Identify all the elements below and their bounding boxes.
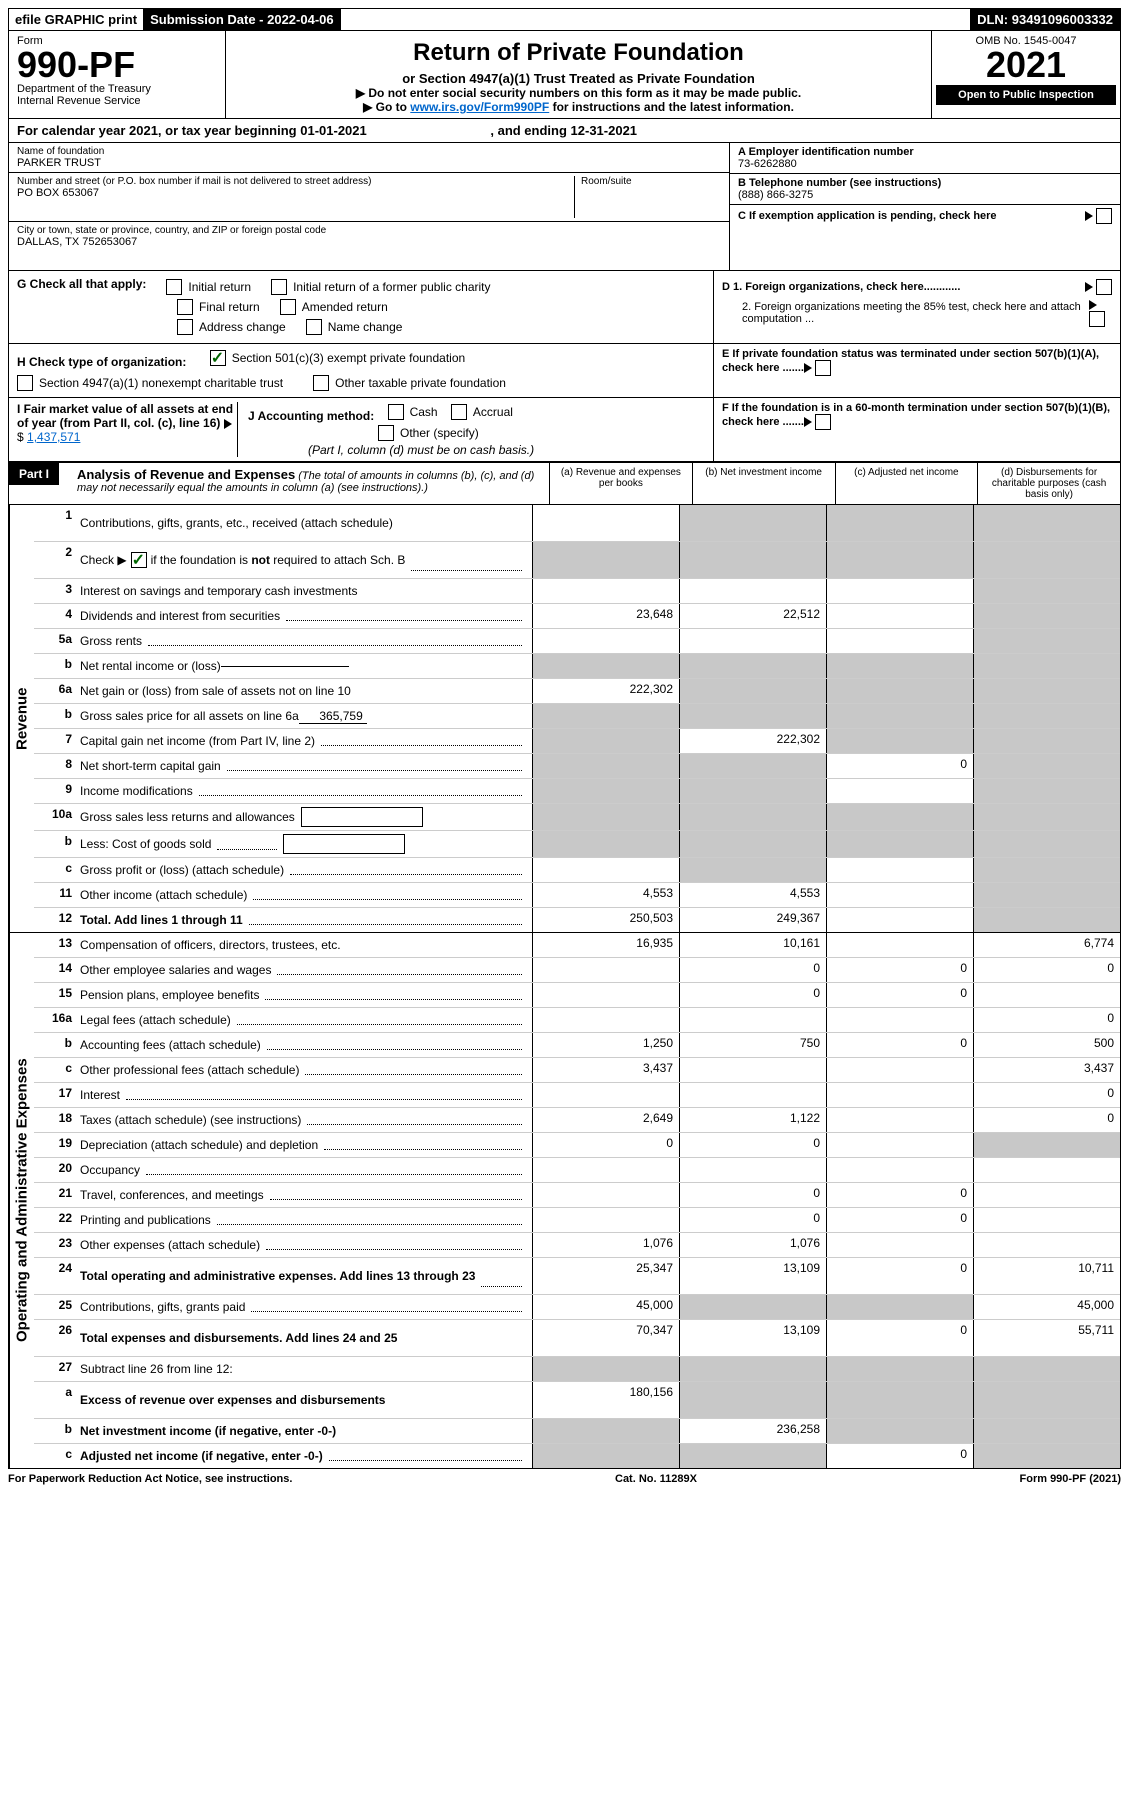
cb-sch-b[interactable] bbox=[131, 552, 147, 568]
footer-right: Form 990-PF (2021) bbox=[1020, 1473, 1122, 1485]
cb-initial-former[interactable] bbox=[271, 279, 287, 295]
cb-cash[interactable] bbox=[388, 404, 404, 420]
form-subtitle: or Section 4947(a)(1) Trust Treated as P… bbox=[230, 71, 927, 86]
form-title: Return of Private Foundation bbox=[230, 39, 927, 67]
foundation-name-cell: Name of foundation PARKER TRUST bbox=[9, 143, 729, 173]
calendar-year: For calendar year 2021, or tax year begi… bbox=[8, 119, 1121, 143]
checkbox-c[interactable] bbox=[1096, 208, 1112, 224]
room-label: Room/suite bbox=[581, 176, 721, 187]
footer-mid: Cat. No. 11289X bbox=[615, 1473, 697, 1485]
open-public: Open to Public Inspection bbox=[936, 85, 1116, 105]
cb-4947[interactable] bbox=[17, 375, 33, 391]
cb-d2[interactable] bbox=[1089, 311, 1105, 327]
cb-501c3[interactable] bbox=[210, 350, 226, 366]
expenses-side-label: Operating and Administrative Expenses bbox=[9, 933, 34, 1468]
cb-initial[interactable] bbox=[166, 279, 182, 295]
cb-name-change[interactable] bbox=[306, 319, 322, 335]
arrow-icon bbox=[1085, 211, 1093, 221]
g-label: G Check all that apply: bbox=[17, 277, 146, 297]
part1-header: Part I Analysis of Revenue and Expenses … bbox=[8, 462, 1121, 505]
irs: Internal Revenue Service bbox=[17, 95, 217, 107]
section-h: H Check type of organization: Section 50… bbox=[8, 344, 1121, 398]
page-footer: For Paperwork Reduction Act Notice, see … bbox=[8, 1469, 1121, 1489]
ein-cell: A Employer identification number 73-6262… bbox=[730, 143, 1120, 174]
cb-final[interactable] bbox=[177, 299, 193, 315]
efile-label: efile GRAPHIC print bbox=[9, 9, 144, 30]
col-b-header: (b) Net investment income bbox=[692, 463, 835, 504]
expenses-table: Operating and Administrative Expenses 13… bbox=[8, 933, 1121, 1469]
city-cell: City or town, state or province, country… bbox=[9, 222, 729, 270]
arrow-icon bbox=[1089, 300, 1097, 310]
arrow-icon bbox=[1085, 282, 1093, 292]
part1-title: Analysis of Revenue and Expenses bbox=[77, 467, 295, 482]
city: DALLAS, TX 752653067 bbox=[17, 236, 721, 248]
cb-e[interactable] bbox=[815, 360, 831, 376]
exemption-cell: C If exemption application is pending, c… bbox=[730, 205, 1120, 227]
form-header: Form 990-PF Department of the Treasury I… bbox=[8, 31, 1121, 119]
revenue-table: Revenue 1Contributions, gifts, grants, e… bbox=[8, 505, 1121, 933]
cb-amended[interactable] bbox=[280, 299, 296, 315]
tax-year: 2021 bbox=[936, 47, 1116, 83]
section-g: G Check all that apply: Initial return I… bbox=[8, 271, 1121, 344]
info-block: Name of foundation PARKER TRUST Number a… bbox=[8, 143, 1121, 271]
arrow-icon bbox=[804, 417, 812, 427]
part-label: Part I bbox=[9, 463, 59, 485]
fmv-amount[interactable]: 1,437,571 bbox=[27, 430, 80, 444]
ein: 73-6262880 bbox=[738, 158, 1112, 170]
header-right: OMB No. 1545-0047 2021 Open to Public In… bbox=[931, 31, 1120, 118]
header-left: Form 990-PF Department of the Treasury I… bbox=[9, 31, 226, 118]
instr-1: ▶ Do not enter social security numbers o… bbox=[230, 86, 927, 100]
cb-f[interactable] bbox=[815, 414, 831, 430]
address: PO BOX 653067 bbox=[17, 187, 574, 199]
col-d-header: (d) Disbursements for charitable purpose… bbox=[977, 463, 1120, 504]
cb-other-method[interactable] bbox=[378, 425, 394, 441]
header-center: Return of Private Foundation or Section … bbox=[226, 31, 931, 118]
submission-date: Submission Date - 2022-04-06 bbox=[144, 9, 341, 30]
col-c-header: (c) Adjusted net income bbox=[835, 463, 978, 504]
revenue-side-label: Revenue bbox=[9, 505, 34, 932]
dept-treasury: Department of the Treasury bbox=[17, 83, 217, 95]
phone-cell: B Telephone number (see instructions) (8… bbox=[730, 174, 1120, 205]
instr-2: ▶ Go to www.irs.gov/Form990PF for instru… bbox=[230, 100, 927, 114]
phone: (888) 866-3275 bbox=[738, 189, 1112, 201]
top-bar: efile GRAPHIC print Submission Date - 20… bbox=[8, 8, 1121, 31]
cb-other-taxable[interactable] bbox=[313, 375, 329, 391]
cb-addr-change[interactable] bbox=[177, 319, 193, 335]
cb-d1[interactable] bbox=[1096, 279, 1112, 295]
spacer bbox=[341, 9, 971, 30]
cb-accrual[interactable] bbox=[451, 404, 467, 420]
dln: DLN: 93491096003332 bbox=[971, 9, 1120, 30]
col-a-header: (a) Revenue and expenses per books bbox=[549, 463, 692, 504]
foundation-name: PARKER TRUST bbox=[17, 157, 721, 169]
form-number: 990-PF bbox=[17, 47, 217, 83]
irs-link[interactable]: www.irs.gov/Form990PF bbox=[410, 100, 549, 114]
address-cell: Number and street (or P.O. box number if… bbox=[9, 173, 729, 222]
footer-left: For Paperwork Reduction Act Notice, see … bbox=[8, 1473, 292, 1485]
arrow-icon bbox=[224, 419, 232, 429]
arrow-icon bbox=[804, 363, 812, 373]
section-ij: I Fair market value of all assets at end… bbox=[8, 398, 1121, 462]
